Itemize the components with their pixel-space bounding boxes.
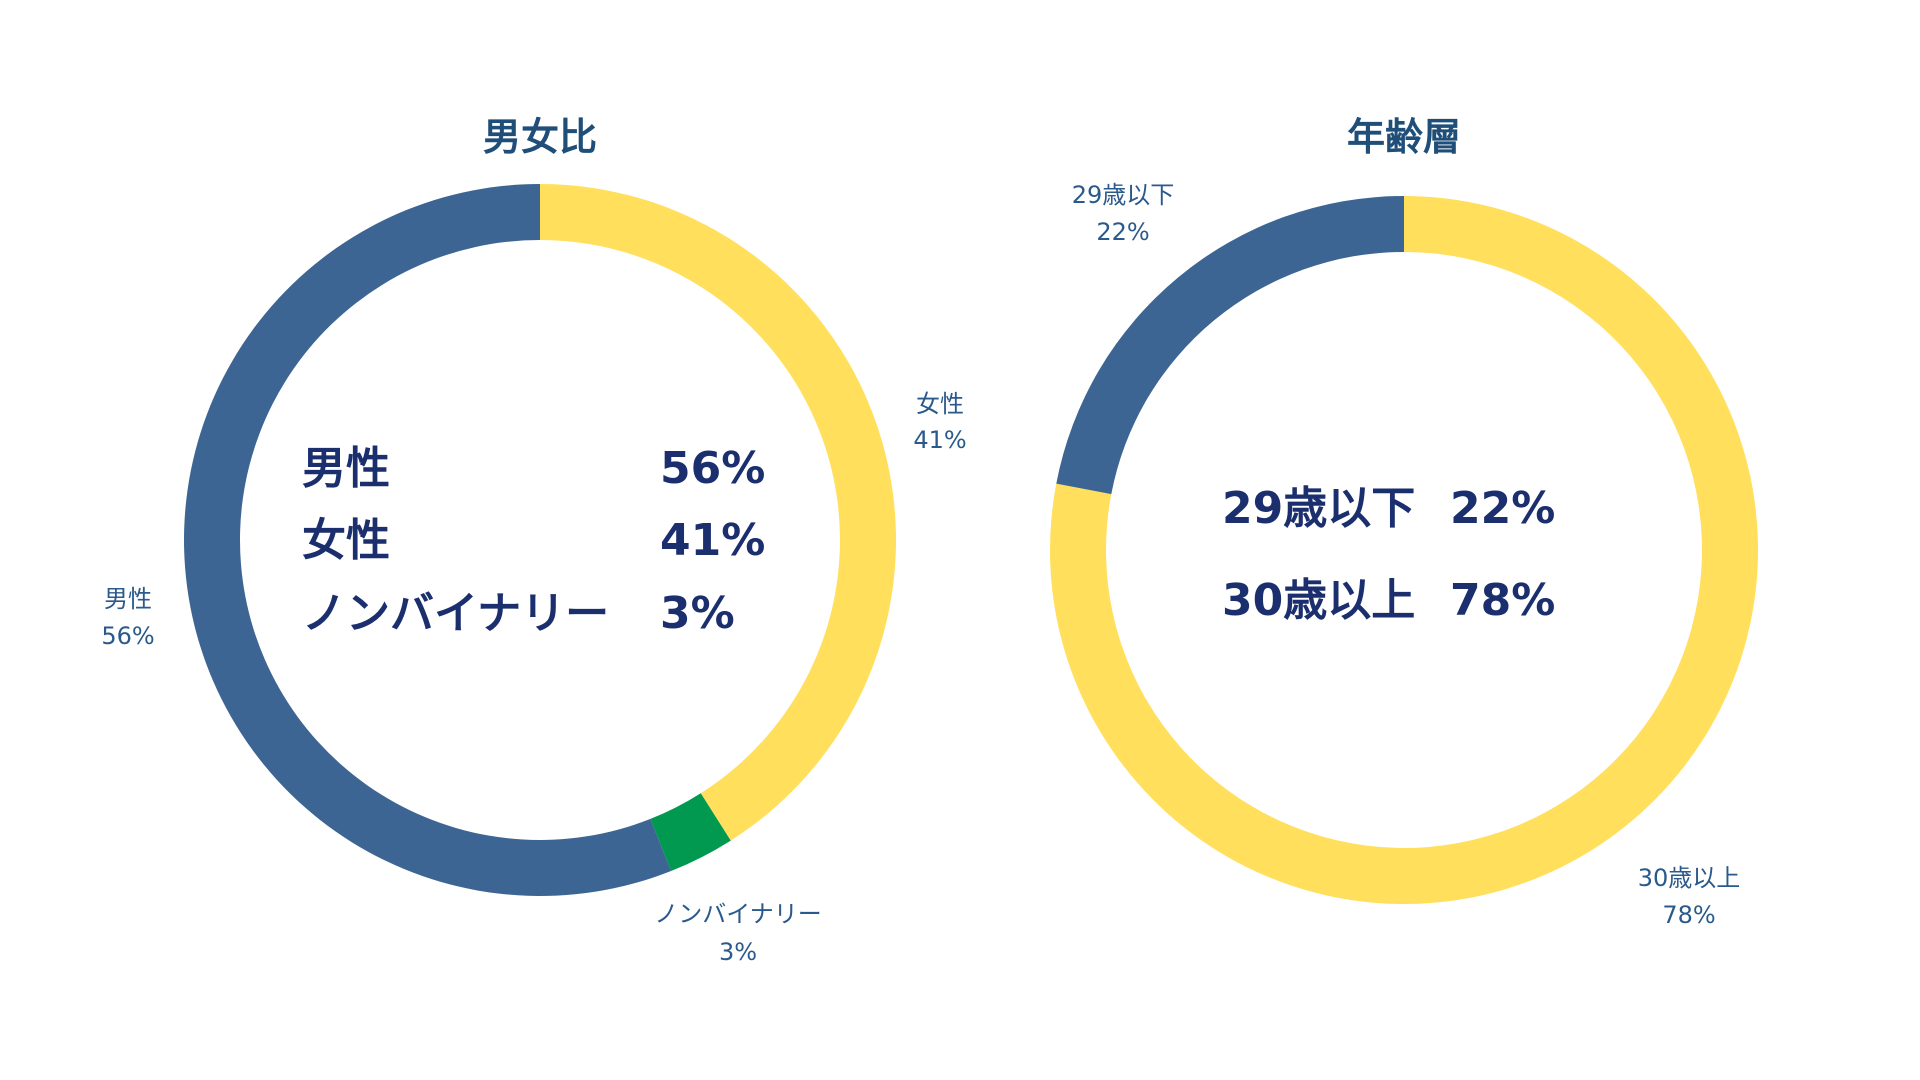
- slice-label-name: ノンバイナリー: [654, 900, 822, 928]
- slice-label-value: 41%: [913, 426, 966, 454]
- center-row-name: 30歳以上: [1222, 575, 1415, 626]
- age-chart: 年齢層 30歳以上 78% 29歳以下 22% 29歳以下 22% 30歳以上 …: [1049, 115, 1758, 929]
- center-row-name: 男性: [302, 443, 390, 494]
- slice-label-value: 3%: [719, 938, 757, 966]
- gender-chart: 男女比 女性 41% ノンバイナリー 3% 男性 56% 男性 56% 女性 4…: [101, 115, 966, 966]
- center-row-value: 3%: [660, 588, 735, 639]
- center-row-value: 22%: [1450, 483, 1555, 534]
- slice-label-name: 29歳以下: [1072, 181, 1175, 209]
- slice-label-name: 女性: [916, 390, 964, 418]
- slice-label-value: 56%: [101, 622, 154, 650]
- donut-slice: [650, 793, 731, 872]
- center-row-name: 女性: [302, 515, 390, 566]
- slice-label-value: 78%: [1662, 901, 1715, 929]
- donut-slice: [184, 184, 672, 896]
- gender-chart-title: 男女比: [483, 115, 597, 159]
- slice-label-value: 22%: [1096, 218, 1149, 246]
- slice-label-name: 30歳以上: [1638, 864, 1741, 892]
- age-chart-title: 年齢層: [1347, 115, 1461, 159]
- center-row-value: 78%: [1450, 575, 1555, 626]
- center-row-name: 29歳以下: [1222, 483, 1415, 534]
- center-row-value: 41%: [660, 515, 765, 566]
- center-row-value: 56%: [660, 443, 765, 494]
- donut-slice: [1056, 196, 1404, 495]
- donut-slice: [540, 184, 897, 841]
- age-donut: [1049, 196, 1758, 904]
- slice-label-name: 男性: [104, 585, 152, 613]
- center-row-name: ノンバイナリー: [302, 588, 609, 639]
- gender-donut: [184, 184, 897, 896]
